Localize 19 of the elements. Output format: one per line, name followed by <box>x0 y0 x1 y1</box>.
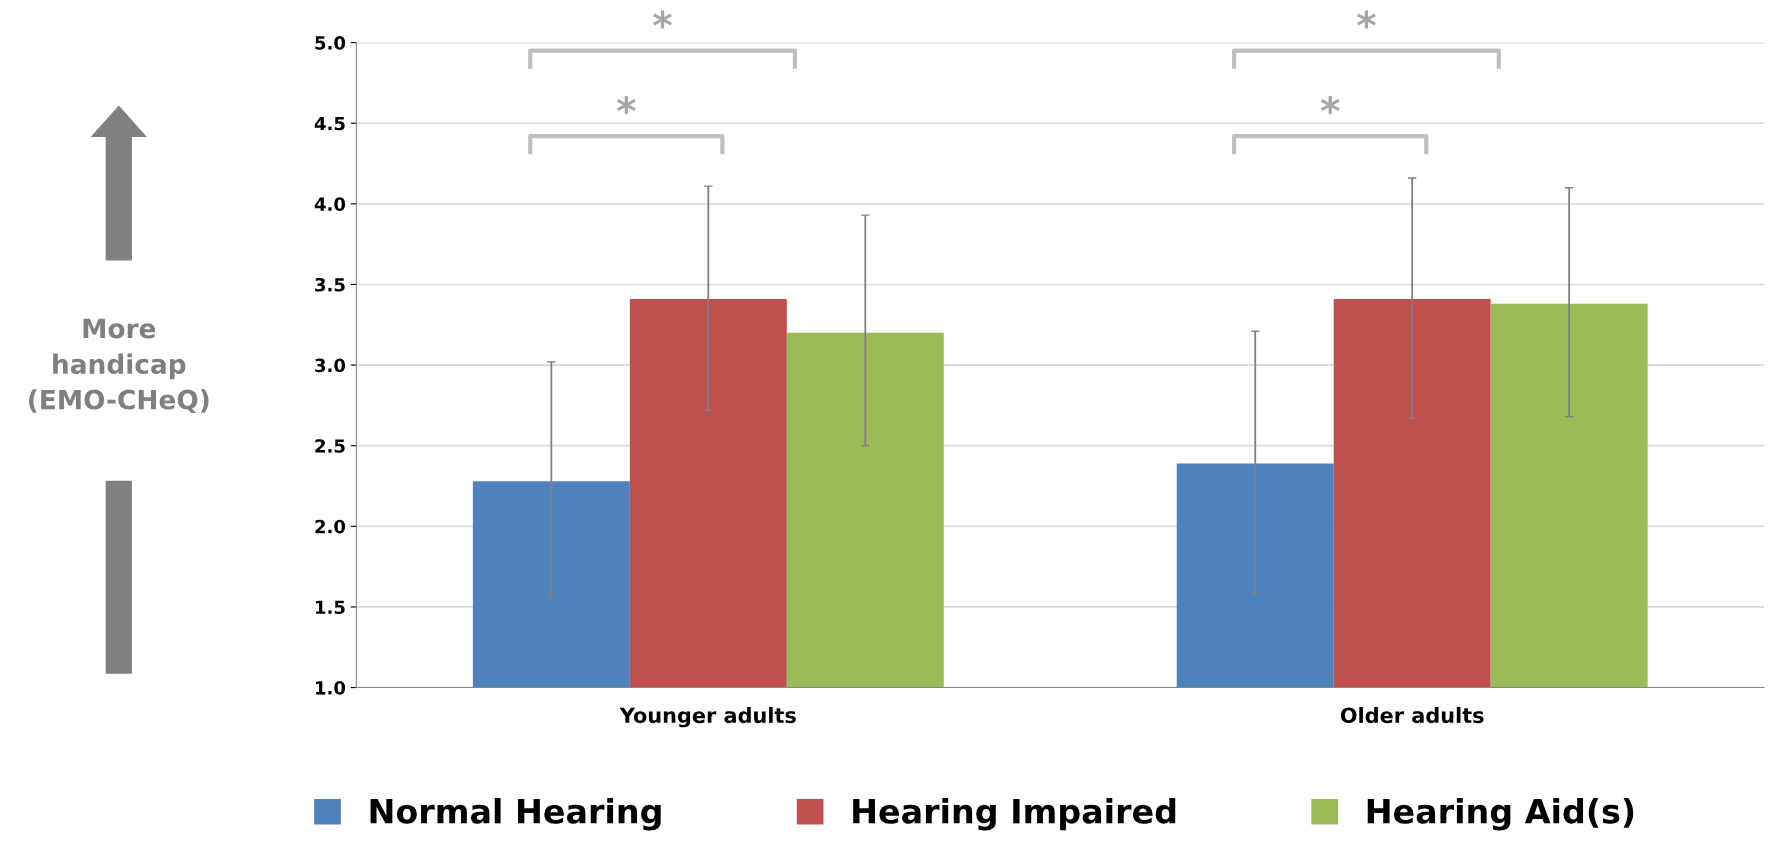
y-tick-label: 3.5 <box>315 277 345 292</box>
x-tick-label: Older adults <box>1340 707 1484 724</box>
legend-label: Normal Hearing <box>370 798 661 831</box>
y-tick-label: 2.0 <box>315 519 346 534</box>
x-tick-label: Younger adults <box>619 707 796 728</box>
y-tick-label: 4.5 <box>314 116 345 131</box>
y-tick-label: 4.0 <box>314 197 346 211</box>
y-tick-label: 5.0 <box>315 36 346 50</box>
y-tick-label: 2.5 <box>315 439 345 453</box>
text: * <box>653 10 672 29</box>
y-axis-title: More handicap (EMO-CHeQ) <box>29 318 209 414</box>
text: * <box>1357 10 1376 29</box>
legend-label: Hearing Impaired <box>853 798 1176 831</box>
annotation: * <box>1320 95 1340 114</box>
legend-label: Hearing Aid(s) <box>1367 798 1634 831</box>
y-tick-label: 1.0 <box>316 681 346 695</box>
y-tick-label: 1.5 <box>316 600 345 615</box>
y-tick-label: 3.0 <box>315 358 346 373</box>
annotation: * <box>616 95 636 114</box>
